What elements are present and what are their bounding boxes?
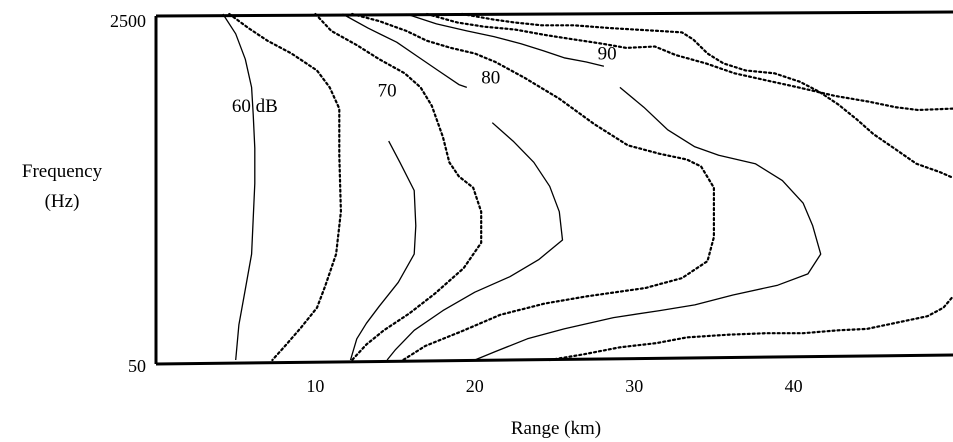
contour-lines [222,12,953,362]
contour-line-5 [386,122,564,361]
contour-line-3 [349,140,417,361]
contour-line-4 [314,12,483,362]
x-axis-label: Range (km) [511,418,601,439]
y-tick-min: 50 [128,356,146,376]
x-tick-label-30: 30 [625,376,643,396]
contour-label-2: 70 [378,80,397,101]
contour-level-labels: 60 dB 70 80 90 [232,44,617,117]
x-tick-label-20: 20 [466,376,484,396]
x-tick-labels: 10 20 30 40 [306,376,802,396]
contour-line-11 [460,12,953,179]
contour-line-1 [222,13,256,361]
contour-line-10 [425,12,953,112]
contour-line-7 [351,12,716,362]
contour-line-9 [474,86,822,361]
contour-line-2 [228,12,342,362]
contour-line-8 [406,13,605,67]
contour-label-3: 80 [481,68,500,89]
plot-frame-top [155,10,953,18]
contour-line-12 [548,295,953,362]
y-axis-label-line-1: Frequency [22,161,103,182]
y-axis-label-line-2: (Hz) [45,191,80,212]
y-tick-max: 2500 [110,11,146,31]
x-tick-label-10: 10 [306,376,324,396]
contour-line-6 [342,13,468,89]
contour-label-1: 60 dB [232,96,278,117]
x-tick-label-40: 40 [785,376,803,396]
contour-label-4: 90 [598,44,617,65]
